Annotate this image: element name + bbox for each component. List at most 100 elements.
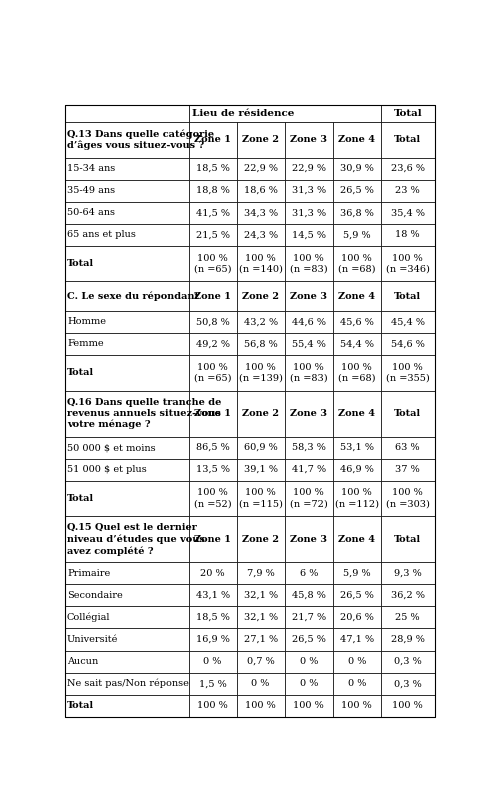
Bar [333,246,381,281]
Bar [65,672,188,695]
Text: 27,1 %: 27,1 % [244,635,278,644]
Text: 0 %: 0 % [300,657,318,666]
Bar [333,481,381,517]
Text: 100 %
(n =355): 100 % (n =355) [386,363,430,383]
Bar [333,355,381,391]
Bar [65,585,188,607]
Bar [381,459,434,481]
Text: 100 %
(n =68): 100 % (n =68) [338,363,375,383]
Text: 56,8 %: 56,8 % [244,340,278,349]
Bar [381,311,434,333]
Bar [65,333,188,355]
Bar [381,629,434,650]
Bar [381,355,434,391]
Bar [285,517,333,562]
Bar [285,157,333,179]
Bar [285,585,333,607]
Text: 26,5 %: 26,5 % [292,635,326,644]
Text: 0 %: 0 % [348,679,366,689]
Bar [237,122,285,157]
Text: 18,8 %: 18,8 % [196,187,229,195]
Text: 100 %
(n =65): 100 % (n =65) [194,254,231,273]
Bar [65,391,188,436]
Text: Total: Total [394,534,421,543]
Bar [188,311,237,333]
Text: 45,4 %: 45,4 % [391,317,425,326]
Text: 0 %: 0 % [251,679,270,689]
Bar [285,481,333,517]
Text: 0 %: 0 % [348,657,366,666]
Text: 5,9 %: 5,9 % [343,230,371,239]
Bar [285,105,333,122]
Bar [188,629,237,650]
Text: 58,3 %: 58,3 % [292,443,326,452]
Bar [188,333,237,355]
Text: 0,3 %: 0,3 % [394,657,422,666]
Bar [188,695,237,717]
Text: 5,9 %: 5,9 % [343,569,371,577]
Bar [285,333,333,355]
Bar [65,105,188,122]
Bar [237,629,285,650]
Text: 100 %
(n =52): 100 % (n =52) [194,488,231,508]
Bar [188,650,237,672]
Bar [333,281,381,311]
Bar [333,202,381,224]
Text: 0 %: 0 % [204,657,222,666]
Bar [381,391,434,436]
Text: 20,6 %: 20,6 % [340,613,374,622]
Bar [237,333,285,355]
Text: Zone 2: Zone 2 [242,409,279,418]
Text: Zone 4: Zone 4 [338,534,375,543]
Bar [188,179,237,202]
Bar [381,562,434,585]
Text: 35-49 ans: 35-49 ans [67,187,115,195]
Text: Femme: Femme [67,340,104,349]
Bar [65,311,188,333]
Text: 47,1 %: 47,1 % [340,635,374,644]
Bar [65,436,188,459]
Bar [188,202,237,224]
Bar [285,607,333,629]
Text: 63 %: 63 % [395,443,420,452]
Bar [65,459,188,481]
Text: 31,3 %: 31,3 % [292,208,326,217]
Bar [237,650,285,672]
Bar [65,517,188,562]
Text: 37 %: 37 % [395,466,420,474]
Text: 18 %: 18 % [395,230,420,239]
Text: Zone 2: Zone 2 [242,534,279,543]
Bar [65,157,188,179]
Text: 43,2 %: 43,2 % [244,317,278,326]
Bar [381,157,434,179]
Text: 100 %
(n =140): 100 % (n =140) [239,254,282,273]
Bar [285,629,333,650]
Bar [333,517,381,562]
Text: C. Le sexe du répondant: C. Le sexe du répondant [67,291,199,301]
Bar [65,695,188,717]
Bar [188,105,237,122]
Text: Zone 1: Zone 1 [194,135,231,144]
Text: 32,1 %: 32,1 % [244,613,278,622]
Bar [188,281,237,311]
Text: 100 %
(n =115): 100 % (n =115) [239,488,282,508]
Text: 44,6 %: 44,6 % [292,317,326,326]
Text: 0 %: 0 % [300,679,318,689]
Text: 53,1 %: 53,1 % [340,443,374,452]
Bar [237,481,285,517]
Bar [237,607,285,629]
Text: 22,9 %: 22,9 % [244,164,278,173]
Text: 100 %: 100 % [245,702,276,710]
Text: Total: Total [393,109,422,118]
Bar [237,391,285,436]
Text: 18,6 %: 18,6 % [244,187,278,195]
Bar [188,585,237,607]
Text: 30,9 %: 30,9 % [340,164,374,173]
Bar [381,672,434,695]
Bar [285,224,333,246]
Bar [381,607,434,629]
Bar [188,517,237,562]
Text: 100 %: 100 % [197,702,228,710]
Text: Aucun: Aucun [67,657,98,666]
Bar [381,105,434,122]
